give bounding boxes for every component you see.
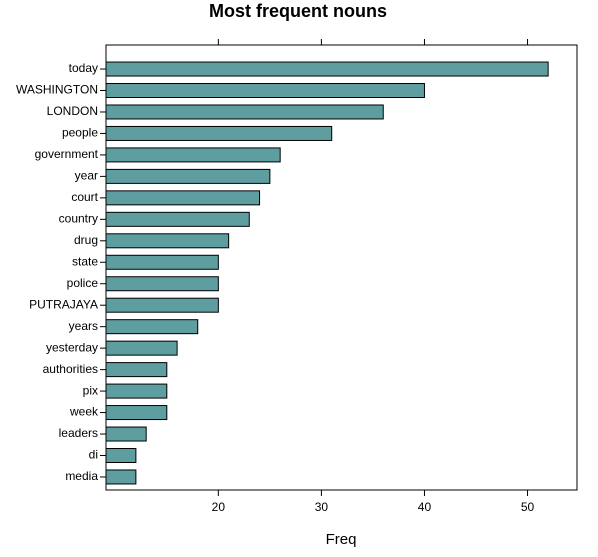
x-tick-label: 20 — [212, 500, 226, 514]
bar — [105, 469, 137, 485]
y-tick-label: PUTRAJAYA — [29, 297, 98, 311]
bar — [105, 383, 168, 399]
bar — [105, 319, 199, 335]
y-tick-label: years — [69, 319, 98, 333]
y-tick-label: authorities — [43, 362, 98, 376]
bar — [105, 447, 137, 463]
bar — [105, 211, 250, 227]
y-tick-label: pix — [83, 383, 98, 397]
y-tick-label: people — [62, 126, 98, 140]
y-tick-label: WASHINGTON — [16, 83, 98, 97]
y-tick-label: leaders — [59, 426, 98, 440]
x-tick-label: 50 — [521, 500, 535, 514]
y-tick-label: today — [69, 61, 98, 75]
y-tick-label: LONDON — [47, 104, 98, 118]
y-tick-label: police — [67, 276, 99, 290]
y-tick-label: government — [35, 147, 99, 161]
bar — [105, 297, 219, 313]
bar — [105, 147, 281, 163]
bar — [105, 426, 147, 442]
chart-title: Most frequent nouns — [209, 1, 387, 21]
y-tick-label: drug — [74, 233, 98, 247]
bar — [105, 405, 168, 421]
bar — [105, 104, 384, 120]
bar — [105, 340, 178, 356]
bar — [105, 83, 425, 99]
bar — [105, 125, 333, 141]
y-tick-label: yesterday — [46, 340, 98, 354]
y-tick-label: week — [69, 405, 99, 419]
bar — [105, 276, 219, 292]
bar — [105, 362, 168, 378]
bar — [105, 254, 219, 270]
y-tick-label: state — [72, 254, 98, 268]
bar — [105, 190, 261, 206]
y-tick-label: di — [89, 448, 98, 462]
bar — [105, 233, 230, 249]
x-tick-label: 40 — [418, 500, 432, 514]
y-tick-label: court — [71, 190, 98, 204]
y-tick-label: media — [65, 469, 98, 483]
bar — [105, 61, 549, 77]
y-tick-label: country — [59, 211, 98, 225]
bar — [105, 168, 271, 184]
x-axis-label: Freq — [326, 531, 357, 548]
y-tick-label: year — [75, 169, 98, 183]
x-tick-label: 30 — [315, 500, 329, 514]
